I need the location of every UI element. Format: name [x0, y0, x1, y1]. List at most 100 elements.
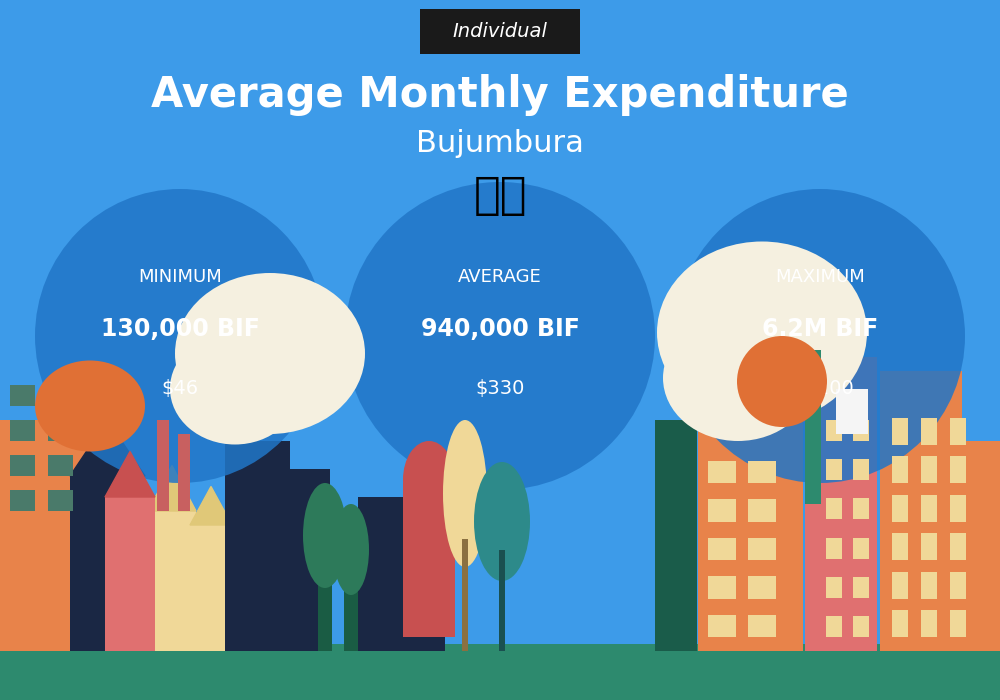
Bar	[403, 483, 455, 637]
Ellipse shape	[737, 336, 827, 427]
Bar	[403, 511, 445, 651]
Bar	[805, 350, 821, 504]
Bar	[748, 615, 776, 637]
Ellipse shape	[663, 315, 813, 441]
Bar	[10, 490, 35, 511]
Bar	[921, 456, 937, 483]
Bar	[0, 644, 1000, 700]
Bar	[853, 420, 869, 441]
Polygon shape	[70, 420, 145, 476]
Bar	[178, 434, 190, 511]
Bar	[880, 371, 962, 651]
Bar	[805, 357, 877, 651]
Bar	[853, 498, 869, 519]
Text: AVERAGE: AVERAGE	[458, 267, 542, 286]
Text: $2,200: $2,200	[786, 379, 854, 398]
Ellipse shape	[35, 189, 325, 483]
Bar	[836, 389, 868, 434]
Bar	[921, 495, 937, 522]
Bar	[698, 395, 803, 651]
Text: 940,000 BIF: 940,000 BIF	[421, 317, 579, 341]
Bar	[921, 572, 937, 598]
Polygon shape	[105, 452, 155, 497]
Bar	[826, 420, 842, 441]
Bar	[708, 499, 736, 522]
Bar	[70, 476, 145, 651]
Text: Individual: Individual	[453, 22, 547, 41]
Bar	[358, 497, 408, 651]
Bar	[10, 420, 35, 441]
Text: 130,000 BIF: 130,000 BIF	[101, 317, 259, 341]
Bar	[962, 441, 1000, 651]
Bar	[853, 459, 869, 480]
Text: MINIMUM: MINIMUM	[138, 267, 222, 286]
Bar	[826, 498, 842, 519]
Bar	[826, 538, 842, 559]
Ellipse shape	[443, 420, 487, 567]
Bar	[344, 567, 358, 651]
Bar	[950, 533, 966, 560]
Bar	[892, 533, 908, 560]
Bar	[921, 610, 937, 637]
Bar	[892, 572, 908, 598]
Bar	[748, 461, 776, 483]
Ellipse shape	[675, 189, 965, 483]
Bar	[48, 455, 73, 476]
Bar	[853, 538, 869, 559]
Text: Average Monthly Expenditure: Average Monthly Expenditure	[151, 74, 849, 116]
Bar	[892, 495, 908, 522]
Text: $330: $330	[475, 379, 525, 398]
Bar	[462, 539, 468, 651]
Bar	[708, 461, 736, 483]
Text: 🇧🇮: 🇧🇮	[473, 174, 527, 218]
Bar	[826, 459, 842, 480]
Ellipse shape	[35, 360, 145, 452]
Bar	[499, 550, 505, 651]
Bar	[105, 497, 155, 651]
Bar	[318, 553, 332, 651]
Ellipse shape	[657, 241, 867, 424]
Bar	[853, 577, 869, 598]
Bar	[708, 538, 736, 560]
Bar	[748, 538, 776, 560]
Ellipse shape	[303, 483, 347, 588]
Bar	[921, 418, 937, 444]
Bar	[48, 420, 73, 441]
Bar	[190, 525, 232, 651]
Bar	[225, 441, 290, 651]
Polygon shape	[148, 466, 196, 511]
Bar	[285, 469, 330, 651]
Bar	[10, 455, 35, 476]
Ellipse shape	[333, 504, 369, 595]
Polygon shape	[190, 486, 232, 525]
Ellipse shape	[345, 182, 655, 490]
Bar	[655, 420, 697, 651]
Ellipse shape	[170, 332, 300, 444]
Text: 6.2M BIF: 6.2M BIF	[762, 317, 878, 341]
Bar	[48, 490, 73, 511]
Bar	[10, 385, 35, 406]
Bar	[950, 456, 966, 483]
Text: Bujumbura: Bujumbura	[416, 129, 584, 158]
Bar	[748, 499, 776, 522]
Bar	[157, 420, 169, 511]
Bar	[950, 418, 966, 444]
Bar	[892, 610, 908, 637]
Bar	[0, 420, 90, 651]
Ellipse shape	[474, 462, 530, 581]
Bar	[853, 616, 869, 637]
Bar	[950, 572, 966, 598]
Text: MAXIMUM: MAXIMUM	[775, 267, 865, 286]
Bar	[826, 577, 842, 598]
FancyBboxPatch shape	[420, 8, 580, 55]
Bar	[892, 456, 908, 483]
Text: $46: $46	[161, 379, 199, 398]
Bar	[826, 616, 842, 637]
Bar	[148, 511, 196, 651]
Bar	[708, 615, 736, 637]
Bar	[892, 418, 908, 444]
Ellipse shape	[175, 273, 365, 434]
Ellipse shape	[403, 441, 455, 518]
Bar	[950, 610, 966, 637]
Bar	[48, 385, 73, 406]
